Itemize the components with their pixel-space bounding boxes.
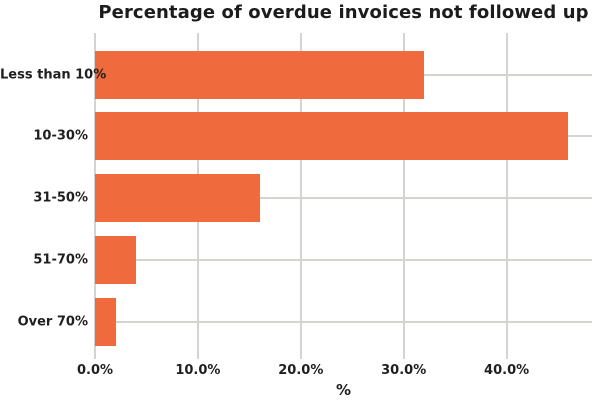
bar [95,236,136,284]
y-tick-label: 51-70% [33,252,88,268]
x-tick-label: 30.0% [381,363,427,378]
y-tick-label: Less than 10% [0,67,107,82]
y-tick-label: Over 70% [17,314,88,330]
y-tick-label: 10-30% [33,128,88,144]
gridline-vertical [506,33,508,359]
gridline-vertical [403,33,405,359]
x-axis-label: % [335,381,352,399]
bar [95,51,424,99]
gridline-horizontal [95,259,592,261]
bar [95,174,260,222]
x-tick-label: 10.0% [175,363,221,378]
gridline-horizontal [95,197,592,199]
gridline-horizontal [95,321,592,323]
gridline-vertical [300,33,302,359]
bar [95,112,568,160]
plot-area [94,33,592,359]
x-tick-label: 0.0% [76,363,114,378]
bar [95,298,116,346]
y-tick-label: 31-50% [33,190,88,206]
chart-title: Percentage of overdue invoices not follo… [98,2,589,23]
x-tick-label: 40.0% [484,363,530,378]
x-tick-label: 20.0% [278,363,324,378]
